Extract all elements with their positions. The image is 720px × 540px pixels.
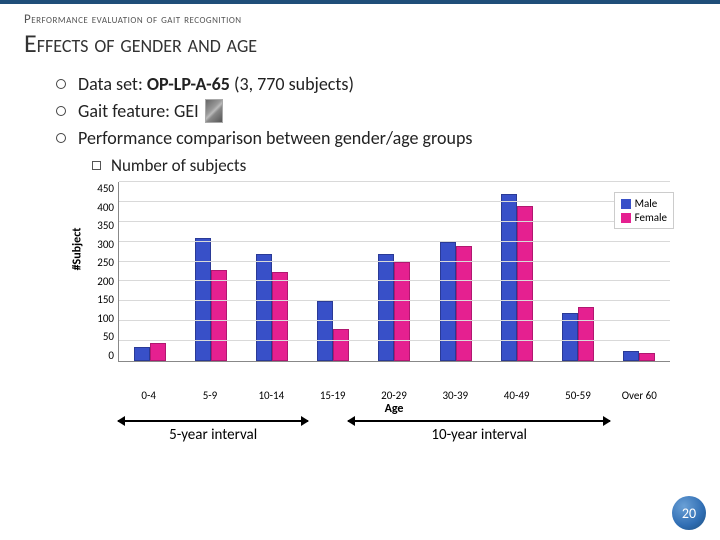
double-arrow-icon [118,420,308,422]
x-tick: 50-59 [547,387,608,402]
y-tick: 100 [97,312,114,325]
bar-chart: #Subject 450400350300250200150100500 Mal… [80,182,670,416]
x-tick: 40-49 [486,387,547,402]
y-tick: 400 [97,201,114,214]
interval-label: 10-year interval [431,426,527,444]
bar-group [425,182,486,361]
x-tick: 0-4 [118,387,179,402]
interval-right: 10-year interval [348,420,610,444]
bar-female [639,353,655,361]
bar-male [195,238,211,361]
grid-line [119,280,670,281]
bar-group [180,182,241,361]
bars-container [119,182,670,361]
plot-area [118,182,670,362]
slide-title: Effects of gender and age [0,27,720,69]
bar-male [378,254,394,361]
grid-line [119,221,670,222]
bar-group [486,182,547,361]
bar-group [303,182,364,361]
text-bold: OP-LP-A-65 [147,73,230,95]
legend-item-female: Female [621,211,667,224]
bar-male [256,254,272,361]
bar-male [623,351,639,361]
bullet-text: Performance comparison between gender/ag… [78,127,472,149]
double-arrow-icon [348,420,610,422]
y-tick: 250 [97,256,114,269]
bar-group [548,182,609,361]
y-tick: 300 [97,238,114,251]
x-tick: 30-39 [425,387,486,402]
bullet-item: Data set: OP-LP-A-65 (3, 770 subjects) [56,73,680,95]
interval-left: 5-year interval [118,420,308,444]
y-tick: 200 [97,275,114,288]
text-fragment: (3, 770 subjects) [230,73,354,95]
bar-female [578,307,594,361]
bar-female [333,329,349,361]
bar-female [394,262,410,361]
bullet-icon [56,79,66,89]
bullet-list: Data set: OP-LP-A-65 (3, 770 subjects) G… [0,69,720,176]
bullet-icon [56,133,66,143]
bar-male [501,194,517,361]
legend-label: Male [635,197,658,210]
sub-bullet-icon [92,161,101,170]
legend-swatch-male [621,199,631,209]
y-tick: 350 [97,219,114,232]
sub-bullet-item: Number of subjects [92,155,680,176]
grid-line [119,300,670,301]
bar-male [317,301,333,361]
x-tick: 10-14 [241,387,302,402]
bar-female [272,272,288,362]
bar-female [456,246,472,361]
sub-bullet-text: Number of subjects [111,155,246,176]
bullet-item: Performance comparison between gender/ag… [56,127,680,149]
bullet-icon [56,106,66,116]
text-fragment: Data set: [78,73,147,95]
interval-annotations: 5-year interval 10-year interval [118,420,610,444]
x-tick: 15-19 [302,387,363,402]
bar-female [517,206,533,361]
x-tick: 5-9 [179,387,240,402]
y-tick: 50 [103,330,114,343]
grid-line [119,340,670,341]
slide-subtitle: Performance evaluation of gait recogniti… [0,4,720,27]
y-tick: 0 [108,349,114,362]
bar-group [364,182,425,361]
legend-item-male: Male [621,197,667,210]
x-tick: Over 60 [609,387,670,402]
x-axis-ticks: 0-45-910-1415-1920-2930-3940-4950-59Over… [118,387,670,402]
bar-group [241,182,302,361]
page-number-badge: 20 [672,496,706,530]
bullet-text: Gait feature: GEI [78,100,199,122]
x-tick: 20-29 [363,387,424,402]
legend-swatch-female [621,213,631,223]
bar-female [150,343,166,361]
bar-group [119,182,180,361]
grid-line [119,320,670,321]
bar-female [211,270,227,361]
legend: Male Female [614,192,674,229]
grid-line [119,181,670,182]
bullet-item: Gait feature: GEI [56,99,680,123]
x-axis-label: Age [118,402,670,416]
gei-thumbnail-icon [205,99,223,123]
interval-label: 5-year interval [169,426,257,444]
bar-male [134,347,150,361]
grid-line [119,201,670,202]
grid-line [119,241,670,242]
grid-line [119,261,670,262]
bullet-text: Data set: OP-LP-A-65 (3, 770 subjects) [78,73,354,95]
legend-label: Female [635,211,667,224]
y-tick: 150 [97,293,114,306]
y-axis-ticks: 450 400 350 300 250 200 150 100 50 0 [80,182,118,362]
y-tick: 450 [97,182,114,195]
